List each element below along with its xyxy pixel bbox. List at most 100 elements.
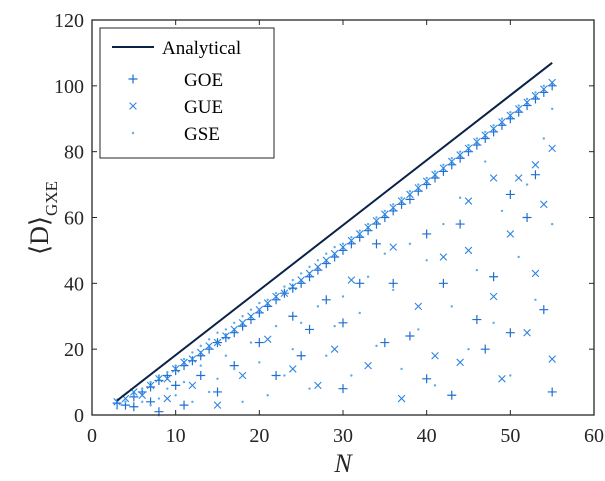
y-axis-title-main: ⟨D⟩ <box>25 216 54 255</box>
gue-point <box>280 289 289 297</box>
gse-point <box>500 117 504 120</box>
gse-point <box>216 377 219 380</box>
gse-point <box>174 364 177 367</box>
gse-point <box>233 367 236 371</box>
analytical-line <box>116 62 553 402</box>
gue-point <box>514 105 523 113</box>
gse-point <box>283 374 286 377</box>
gse-point <box>383 252 387 255</box>
goe-point <box>338 384 348 394</box>
gse-point <box>266 394 269 397</box>
gue-point <box>155 375 163 383</box>
gue-point <box>406 190 414 199</box>
gue-point <box>364 223 372 232</box>
gue-point <box>330 345 339 353</box>
gse-point <box>442 163 445 167</box>
gue-point <box>531 269 540 278</box>
goe-point <box>539 305 549 315</box>
y-tick-label: 40 <box>64 273 84 295</box>
x-axis: 0 10 20 30 40 50 60 <box>87 20 604 447</box>
gse-point <box>433 170 437 173</box>
gse-point <box>182 357 186 361</box>
gse-point <box>308 387 311 390</box>
gse-point <box>417 183 420 186</box>
gse-point <box>433 384 437 387</box>
goe-point <box>505 189 515 199</box>
gse-point <box>166 371 169 374</box>
legend-label-gue: GUE <box>184 97 223 118</box>
gse-point <box>467 143 470 147</box>
gue-point <box>381 210 389 218</box>
gse-point <box>266 298 269 301</box>
goe-point <box>288 283 298 293</box>
gue-point <box>456 151 464 159</box>
goe-point <box>321 295 331 305</box>
gue-point <box>372 217 381 225</box>
gue-point <box>272 292 280 301</box>
gse-point <box>157 397 161 400</box>
goe-point <box>355 278 365 288</box>
gse-point <box>124 400 127 404</box>
y-tick-label: 0 <box>74 405 84 427</box>
legend-label-analytical: Analytical <box>162 38 241 59</box>
gse-point <box>308 265 311 269</box>
gse-point <box>249 341 253 344</box>
gse-point <box>408 242 412 246</box>
gse-point <box>333 245 336 249</box>
gse-point <box>207 338 211 341</box>
gue-point <box>414 184 423 192</box>
y-tick-label: 80 <box>64 142 84 164</box>
gue-point <box>414 302 423 311</box>
gse-point <box>141 400 144 404</box>
x-tick-label: 50 <box>500 425 520 447</box>
gue-point <box>506 111 515 120</box>
goe-point <box>213 387 222 397</box>
gue-point <box>222 332 230 340</box>
goe-point <box>254 338 264 348</box>
gse-point <box>475 137 479 140</box>
gse-point <box>392 288 395 292</box>
gse-point <box>534 298 537 301</box>
gse-point <box>166 387 169 390</box>
gse-point <box>224 354 228 357</box>
y-axis-title-subscript: GXE <box>42 181 61 216</box>
goe-point <box>305 324 315 334</box>
gse-point <box>258 301 261 305</box>
gue-point <box>389 243 397 251</box>
goe-point <box>146 382 156 392</box>
gse-point <box>299 321 303 325</box>
goe-point <box>129 392 139 402</box>
gue-point <box>314 263 322 271</box>
y-axis-title: ⟨D⟩GXE <box>25 181 61 255</box>
gse-point <box>132 394 136 397</box>
gue-point <box>238 371 247 380</box>
goe-point <box>129 402 139 412</box>
gue-point <box>347 236 356 245</box>
legend-marker-gue <box>129 102 137 110</box>
gue-point <box>464 246 473 255</box>
gue-point <box>297 276 305 284</box>
goe-point <box>221 333 231 343</box>
x-tick-label: 0 <box>87 425 97 447</box>
gse-point <box>258 361 261 364</box>
gse-point <box>450 157 453 160</box>
gue-point <box>548 144 556 153</box>
gse-point <box>500 209 504 213</box>
goe-point <box>371 239 381 249</box>
gse-point <box>182 380 186 384</box>
goe-point <box>380 338 390 348</box>
gse-point <box>442 222 445 226</box>
gse-point <box>149 403 152 407</box>
legend-marker-gse <box>131 131 135 135</box>
gse-point <box>216 331 219 334</box>
gue-point <box>447 157 456 166</box>
gse-point <box>233 321 236 325</box>
gse-point <box>241 315 244 318</box>
legend-label-gse: GSE <box>184 124 220 145</box>
gse-point <box>291 347 294 351</box>
gse-point <box>492 321 495 325</box>
gse-point <box>291 278 294 282</box>
gue-point <box>355 230 364 238</box>
gue-point <box>498 375 506 383</box>
gse-point <box>358 229 361 232</box>
